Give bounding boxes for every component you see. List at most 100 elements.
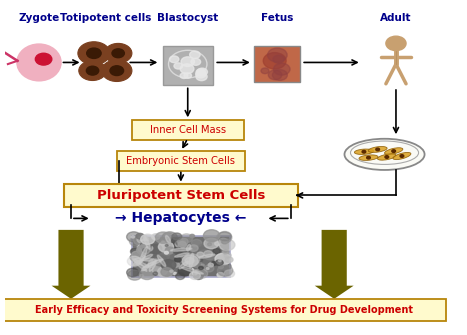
Circle shape [194, 269, 208, 279]
Circle shape [172, 262, 179, 267]
Circle shape [140, 269, 154, 279]
Circle shape [192, 260, 202, 267]
Circle shape [161, 260, 176, 270]
Circle shape [215, 253, 231, 265]
Circle shape [219, 260, 221, 262]
Circle shape [208, 263, 213, 267]
Circle shape [162, 241, 164, 243]
FancyBboxPatch shape [254, 46, 300, 82]
Circle shape [161, 268, 173, 276]
Circle shape [191, 249, 194, 252]
FancyBboxPatch shape [163, 46, 213, 85]
Circle shape [219, 239, 235, 251]
Circle shape [198, 258, 203, 262]
Text: Blastocyst: Blastocyst [157, 13, 219, 23]
Circle shape [105, 44, 132, 63]
Circle shape [143, 249, 148, 252]
Circle shape [190, 234, 195, 238]
Text: Adult: Adult [380, 13, 412, 23]
Circle shape [163, 260, 177, 271]
Circle shape [79, 61, 106, 80]
Circle shape [386, 36, 406, 51]
Circle shape [174, 63, 183, 69]
Circle shape [87, 48, 101, 58]
Circle shape [221, 240, 228, 244]
Ellipse shape [148, 262, 155, 266]
Ellipse shape [368, 146, 387, 152]
Circle shape [206, 267, 209, 270]
Circle shape [180, 243, 186, 247]
Ellipse shape [377, 154, 396, 160]
Circle shape [170, 266, 175, 269]
Circle shape [189, 245, 198, 251]
Circle shape [225, 257, 233, 263]
Circle shape [158, 243, 170, 251]
Circle shape [180, 243, 191, 252]
Ellipse shape [384, 148, 403, 154]
FancyArrow shape [315, 230, 354, 299]
Circle shape [204, 265, 214, 272]
Circle shape [191, 58, 201, 65]
Ellipse shape [181, 267, 203, 274]
Circle shape [204, 230, 220, 242]
Circle shape [213, 249, 220, 254]
Ellipse shape [133, 259, 143, 265]
FancyBboxPatch shape [132, 120, 244, 140]
Ellipse shape [345, 139, 425, 170]
Ellipse shape [170, 248, 192, 251]
Circle shape [207, 243, 212, 246]
FancyBboxPatch shape [2, 299, 446, 322]
Ellipse shape [359, 155, 378, 160]
Circle shape [182, 255, 198, 267]
Circle shape [149, 259, 162, 268]
Circle shape [217, 265, 233, 276]
Circle shape [165, 247, 174, 254]
Circle shape [185, 257, 194, 264]
Circle shape [145, 246, 153, 251]
Circle shape [140, 242, 151, 250]
Circle shape [189, 269, 195, 273]
Circle shape [209, 263, 213, 266]
Text: Inner Cell Mass: Inner Cell Mass [149, 125, 226, 135]
Circle shape [145, 261, 155, 268]
Circle shape [201, 264, 204, 266]
Circle shape [129, 237, 142, 246]
Circle shape [196, 73, 207, 81]
Circle shape [152, 264, 168, 276]
Circle shape [392, 150, 396, 152]
Circle shape [217, 272, 224, 277]
Circle shape [110, 66, 124, 75]
Text: Zygote: Zygote [18, 13, 60, 23]
Ellipse shape [187, 245, 191, 251]
Circle shape [127, 268, 139, 277]
Circle shape [180, 244, 191, 253]
Ellipse shape [132, 258, 147, 271]
Ellipse shape [143, 259, 163, 268]
Circle shape [157, 251, 170, 260]
Ellipse shape [157, 255, 166, 266]
Circle shape [180, 234, 192, 243]
Circle shape [268, 48, 287, 62]
Ellipse shape [165, 236, 170, 243]
Circle shape [86, 66, 99, 75]
Circle shape [221, 263, 231, 270]
Circle shape [177, 238, 188, 246]
Circle shape [140, 274, 144, 277]
Circle shape [170, 270, 173, 272]
Circle shape [164, 251, 168, 254]
Circle shape [385, 156, 389, 158]
Circle shape [178, 253, 193, 264]
Circle shape [180, 64, 194, 74]
FancyArrow shape [51, 230, 91, 299]
Ellipse shape [140, 247, 147, 264]
Circle shape [131, 248, 138, 253]
Circle shape [191, 240, 202, 247]
Circle shape [176, 252, 184, 258]
Ellipse shape [189, 253, 194, 268]
Circle shape [178, 242, 186, 248]
Circle shape [157, 266, 173, 277]
Circle shape [170, 56, 179, 63]
Circle shape [198, 250, 210, 258]
Circle shape [202, 244, 205, 246]
Circle shape [190, 51, 200, 59]
